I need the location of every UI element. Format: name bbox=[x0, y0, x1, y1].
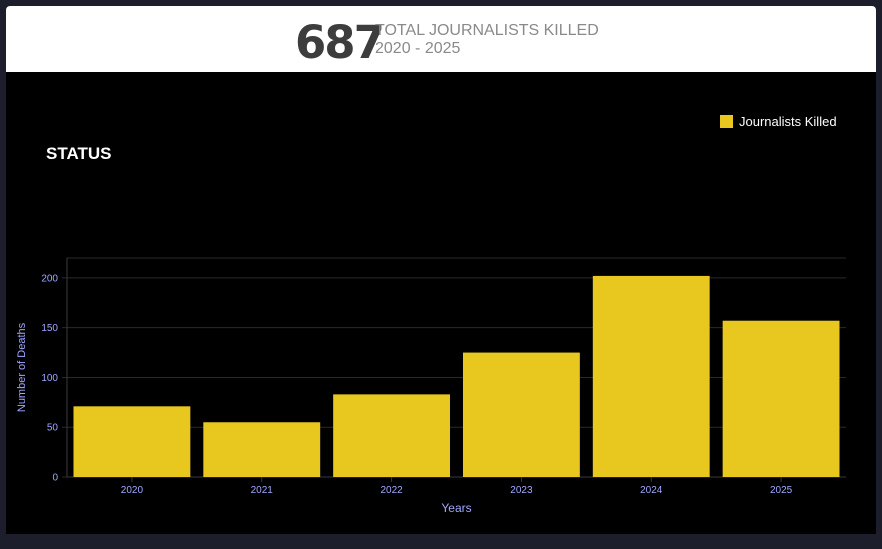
summary-header: 687 TOTAL JOURNALISTS KILLED 2020 - 2025 bbox=[6, 6, 876, 72]
x-axis-title: Years bbox=[441, 501, 471, 515]
chart-legend[interactable]: Journalists Killed bbox=[720, 114, 837, 129]
bar-2020 bbox=[73, 406, 191, 477]
summary-caption-title: TOTAL JOURNALISTS KILLED bbox=[375, 22, 599, 39]
y-tick-label: 100 bbox=[41, 373, 58, 384]
bar-2021 bbox=[203, 422, 321, 477]
x-tick-label: 2024 bbox=[640, 485, 663, 496]
x-tick-label: 2020 bbox=[121, 485, 144, 496]
legend-swatch bbox=[720, 115, 733, 128]
section-title: STATUS bbox=[46, 144, 112, 163]
y-axis-title: Number of Deaths bbox=[16, 322, 28, 412]
summary-caption-range: 2020 - 2025 bbox=[375, 40, 461, 57]
y-tick-label: 150 bbox=[41, 323, 58, 334]
x-tick-label: 2023 bbox=[510, 485, 533, 496]
bar-2025 bbox=[722, 320, 840, 477]
total-count: 687 bbox=[295, 16, 385, 69]
y-tick-label: 0 bbox=[52, 473, 58, 484]
bar-2023 bbox=[462, 352, 580, 477]
legend-label: Journalists Killed bbox=[739, 114, 837, 129]
summary-caption: TOTAL JOURNALISTS KILLED 2020 - 2025 bbox=[375, 22, 599, 58]
y-tick-label: 200 bbox=[41, 273, 58, 284]
bar-2022 bbox=[333, 394, 451, 477]
x-tick-label: 2021 bbox=[251, 485, 274, 496]
x-tick-label: 2022 bbox=[380, 485, 403, 496]
bar-2024 bbox=[592, 275, 710, 477]
y-tick-label: 50 bbox=[47, 423, 59, 434]
x-tick-label: 2025 bbox=[770, 485, 793, 496]
